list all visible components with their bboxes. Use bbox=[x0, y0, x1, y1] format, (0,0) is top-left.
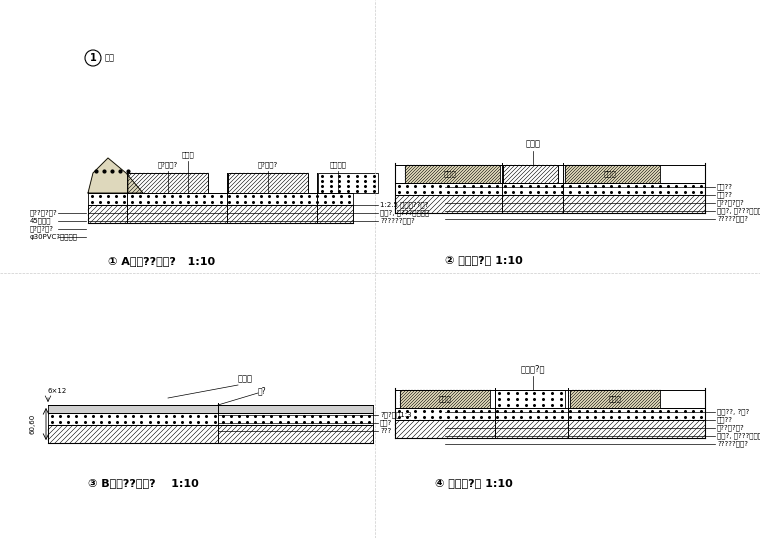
Text: 天然石: 天然石 bbox=[238, 374, 253, 383]
Text: ???: ??? bbox=[380, 428, 391, 434]
Bar bbox=[395, 183, 705, 195]
Text: 砾石??: 砾石?? bbox=[717, 192, 733, 199]
Bar bbox=[405, 165, 500, 183]
Bar bbox=[128, 173, 208, 193]
Text: φ30PVC?孔透水管: φ30PVC?孔透水管 bbox=[30, 233, 78, 240]
Text: 粗砂??, ?合?: 粗砂??, ?合? bbox=[717, 409, 749, 415]
Bar bbox=[48, 425, 373, 443]
Bar bbox=[318, 173, 378, 193]
Text: 冰?石碎?: 冰?石碎? bbox=[258, 161, 278, 168]
Bar bbox=[503, 165, 558, 183]
Text: 化??棉?水?: 化??棉?水? bbox=[717, 424, 745, 431]
Text: ??????施工?: ??????施工? bbox=[380, 218, 415, 224]
Bar bbox=[395, 195, 705, 213]
Text: 1:2.5 水泥砂??合?: 1:2.5 水泥砂??合? bbox=[380, 202, 429, 208]
Bar bbox=[48, 413, 373, 425]
Text: 培植土: 培植土 bbox=[444, 171, 456, 178]
Text: ?????施工?: ?????施工? bbox=[717, 441, 748, 447]
Text: 防水?, 保???建筑施工: 防水?, 保???建筑施工 bbox=[380, 210, 429, 216]
Text: 化??棉?水?: 化??棉?水? bbox=[717, 200, 745, 206]
Text: 6×12: 6×12 bbox=[48, 388, 67, 394]
Text: 培植土: 培植土 bbox=[439, 395, 451, 402]
Bar bbox=[495, 390, 565, 408]
Bar bbox=[88, 205, 353, 223]
Text: ?????施工?: ?????施工? bbox=[717, 216, 748, 222]
Bar bbox=[228, 173, 308, 193]
Bar bbox=[570, 390, 660, 408]
Text: 青石板: 青石板 bbox=[525, 139, 540, 148]
Text: ?合?水泥1:3: ?合?水泥1:3 bbox=[380, 412, 412, 419]
Bar bbox=[395, 420, 705, 438]
Text: 不?布?水?: 不?布?水? bbox=[30, 226, 54, 232]
Text: 路沿: 路沿 bbox=[105, 53, 115, 62]
Text: 虎皮石?地: 虎皮石?地 bbox=[521, 364, 545, 373]
Text: 找平?: 找平? bbox=[380, 420, 392, 426]
Text: 化??物?水?: 化??物?水? bbox=[30, 210, 58, 216]
Text: 防水?, 保???建筑施工?: 防水?, 保???建筑施工? bbox=[717, 433, 760, 440]
Text: 60,60: 60,60 bbox=[30, 414, 36, 434]
Text: 缝?: 缝? bbox=[258, 386, 267, 395]
Text: ① A区硬??地大?   1:10: ① A区硬??地大? 1:10 bbox=[108, 256, 215, 266]
Polygon shape bbox=[88, 158, 143, 193]
Text: 45厚陶鈅: 45厚陶鈅 bbox=[30, 218, 52, 224]
Bar bbox=[88, 193, 353, 205]
Bar bbox=[400, 390, 490, 408]
Bar bbox=[565, 165, 660, 183]
Text: ③ B区硬??地大?    1:10: ③ B区硬??地大? 1:10 bbox=[88, 478, 199, 488]
Text: 培植土: 培植土 bbox=[609, 395, 622, 402]
Text: 彩色卵石: 彩色卵石 bbox=[330, 161, 347, 168]
Text: 培植土: 培植土 bbox=[603, 171, 616, 178]
Bar bbox=[395, 408, 705, 420]
Text: 粗砂??: 粗砂?? bbox=[717, 183, 733, 190]
Text: 1: 1 bbox=[90, 53, 97, 63]
Text: 冰?石碎?: 冰?石碎? bbox=[158, 161, 178, 168]
Text: ② 青石板?地 1:10: ② 青石板?地 1:10 bbox=[445, 256, 523, 266]
Text: ④ 虎皮石?地 1:10: ④ 虎皮石?地 1:10 bbox=[435, 478, 513, 488]
Text: 防水?, 保???建筑施工?: 防水?, 保???建筑施工? bbox=[717, 208, 760, 214]
Text: 青石板: 青石板 bbox=[182, 151, 195, 158]
Text: 砾石??: 砾石?? bbox=[717, 417, 733, 423]
Bar bbox=[48, 405, 373, 413]
